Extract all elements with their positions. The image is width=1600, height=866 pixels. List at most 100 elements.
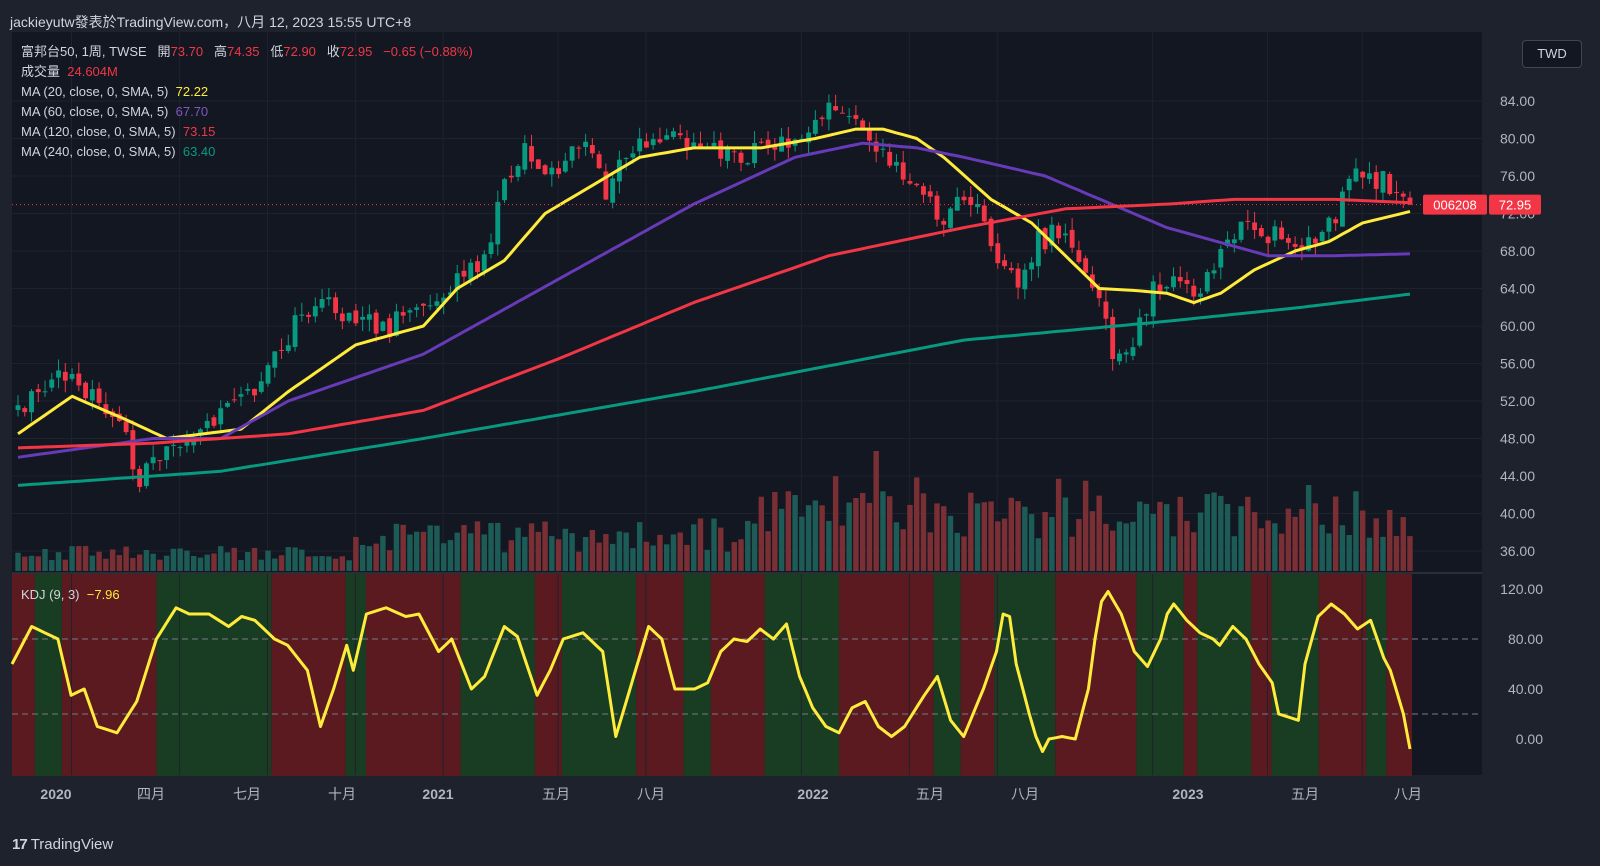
- volume-bar: [231, 547, 237, 571]
- volume-bar: [1265, 520, 1271, 571]
- volume-bar: [359, 544, 366, 571]
- volume-bar: [285, 547, 291, 571]
- candle-body: [285, 345, 291, 351]
- candle-body: [934, 195, 940, 220]
- candle-body: [475, 261, 480, 273]
- candle-body: [954, 196, 960, 211]
- volume-bar: [846, 502, 852, 571]
- kdj-band: [34, 573, 62, 776]
- volume-bar: [1049, 517, 1055, 571]
- candle-body: [1144, 314, 1149, 316]
- volume-bar: [995, 521, 1001, 571]
- kdj-band: [994, 573, 1056, 776]
- price-tag-ticker-bg: [1423, 194, 1487, 215]
- candle-body: [623, 157, 629, 159]
- volume-bar: [1299, 508, 1305, 571]
- volume-bar: [920, 493, 927, 571]
- volume-bar: [643, 541, 650, 571]
- time-tick-label: 八月: [1011, 786, 1039, 802]
- volume-legend[interactable]: 成交量 24.604M: [21, 62, 118, 82]
- volume-bar: [1407, 536, 1413, 571]
- volume-bar: [299, 549, 305, 571]
- volume-bar: [211, 553, 217, 571]
- ma240-legend[interactable]: MA (240, close, 0, SMA, 5) 63.40: [21, 142, 215, 162]
- candle-body: [887, 151, 893, 166]
- kdj-band: [839, 573, 934, 776]
- volume-bar: [272, 558, 278, 571]
- candle-body: [927, 191, 933, 197]
- volume-bar: [1339, 525, 1346, 571]
- volume-bar: [630, 548, 636, 571]
- candle-body: [400, 312, 406, 316]
- publish-line: jackieyutw發表於TradingView.com，八月 12, 2023…: [10, 14, 412, 30]
- volume-bar: [265, 550, 271, 571]
- price-tick-label: 48.00: [1500, 431, 1535, 447]
- volume-bar: [745, 520, 751, 571]
- volume-bar: [35, 556, 41, 571]
- volume-bar: [562, 528, 569, 571]
- candle-body: [1123, 352, 1129, 355]
- volume-bar: [670, 534, 677, 571]
- volume-bar: [197, 557, 204, 571]
- time-tick-label: 2022: [797, 786, 828, 802]
- volume-bar: [62, 559, 69, 571]
- candle-body: [853, 115, 859, 119]
- kdj-legend[interactable]: KDJ (9, 3) −7.96: [21, 585, 120, 605]
- volume-bar: [434, 525, 440, 571]
- ma60-legend[interactable]: MA (60, close, 0, SMA, 5) 67.70: [21, 102, 208, 122]
- kdj-reference-lines: [12, 638, 1482, 715]
- volume-bar: [366, 546, 373, 571]
- volume-bar: [1292, 516, 1298, 571]
- volume-bar: [123, 546, 129, 571]
- candle-body: [1096, 288, 1102, 299]
- currency-button[interactable]: TWD: [1522, 40, 1582, 68]
- candle-body: [806, 132, 812, 143]
- volume-bar: [569, 533, 575, 571]
- volume-bar: [623, 532, 629, 571]
- volume-bar: [339, 556, 346, 571]
- candle-body: [177, 447, 183, 449]
- volume-bar: [859, 492, 866, 571]
- price-tag-price: 72.95: [1499, 198, 1532, 213]
- time-tick-label: 五月: [1291, 786, 1319, 802]
- candle-body: [752, 143, 757, 164]
- candle-body: [198, 429, 203, 436]
- volume-bar: [1245, 496, 1251, 571]
- kdj-axis: 0.00 40.00 80.00 120.00: [1500, 581, 1543, 747]
- candle-body: [529, 146, 534, 162]
- candle-body: [643, 141, 649, 148]
- ma120-legend[interactable]: MA (120, close, 0, SMA, 5) 73.15: [21, 122, 215, 142]
- candle-body: [481, 254, 487, 271]
- volume-bar: [832, 476, 839, 571]
- time-tick-label: 2023: [1172, 786, 1203, 802]
- ma60-label: MA (60, close, 0, SMA, 5): [21, 104, 169, 119]
- volume-bar: [420, 531, 427, 571]
- candle-body: [657, 139, 663, 143]
- candle-body: [1258, 228, 1264, 237]
- candle-body: [1252, 222, 1258, 230]
- volume-bar: [157, 559, 163, 571]
- symbol-legend[interactable]: 富邦台50, 1周, TWSE 開73.70 高74.35 低72.90 收72…: [21, 42, 473, 62]
- ma120-line: [17, 197, 1411, 450]
- candle-body: [1326, 217, 1332, 232]
- volume-bar: [1130, 521, 1136, 571]
- tradingview-logo[interactable]: 17 TradingView: [12, 836, 113, 853]
- volume-bar: [954, 532, 960, 571]
- candle-body: [1035, 230, 1041, 267]
- ma20-legend[interactable]: MA (20, close, 0, SMA, 5) 72.22: [21, 82, 208, 102]
- volume-bar: [839, 525, 846, 571]
- volume-bar: [305, 556, 312, 571]
- candle-body: [211, 417, 217, 426]
- volume-bar: [765, 531, 771, 571]
- candle-body: [907, 181, 913, 184]
- candle-body: [461, 270, 467, 277]
- volume-bar: [1278, 533, 1285, 571]
- volume-bar: [15, 552, 21, 571]
- volume-bar: [413, 531, 420, 571]
- volume-bar: [1137, 501, 1143, 571]
- candle-body: [1238, 221, 1244, 240]
- price-tick-label: 76.00: [1500, 168, 1535, 184]
- candle-body: [535, 159, 541, 169]
- candle-body: [975, 204, 980, 208]
